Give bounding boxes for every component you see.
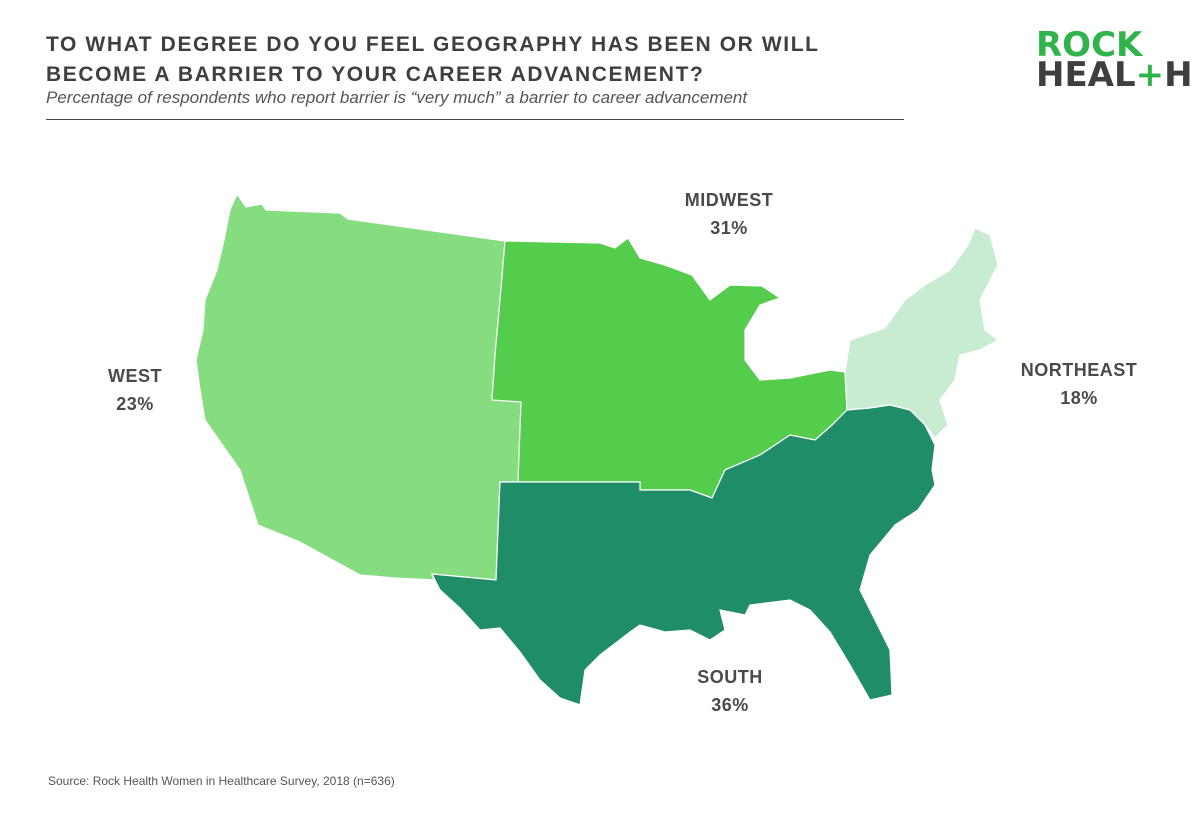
- label-northeast: NORTHEAST 18%: [1004, 356, 1154, 412]
- chart-subtitle: Percentage of respondents who report bar…: [46, 88, 748, 107]
- region-value: 18%: [1060, 388, 1098, 408]
- source-note: Source: Rock Health Women in Healthcare …: [48, 774, 395, 788]
- region-west: [195, 192, 522, 581]
- logo-line-2: HEAL+H: [1036, 55, 1193, 95]
- region-value: 23%: [116, 394, 154, 414]
- label-west: WEST 23%: [80, 362, 190, 418]
- region-name: MIDWEST: [684, 190, 774, 210]
- label-midwest: MIDWEST 31%: [659, 186, 799, 242]
- region-name: NORTHEAST: [1020, 360, 1138, 380]
- region-northeast: [844, 227, 1000, 439]
- region-name: WEST: [108, 366, 162, 386]
- region-value: 36%: [711, 695, 749, 715]
- logo-line-1: ROCK: [1036, 25, 1143, 65]
- chart-title: TO WHAT DEGREE DO YOU FEEL GEOGRAPHY HAS…: [46, 33, 820, 86]
- title-divider: [46, 119, 904, 120]
- logo-plus-icon: +: [1135, 55, 1165, 95]
- region-name: SOUTH: [697, 667, 763, 687]
- region-value: 31%: [710, 218, 748, 238]
- region-south: [430, 404, 936, 706]
- label-south: SOUTH 36%: [660, 663, 800, 719]
- rock-health-logo: ROCK HEAL+H: [1036, 25, 1193, 95]
